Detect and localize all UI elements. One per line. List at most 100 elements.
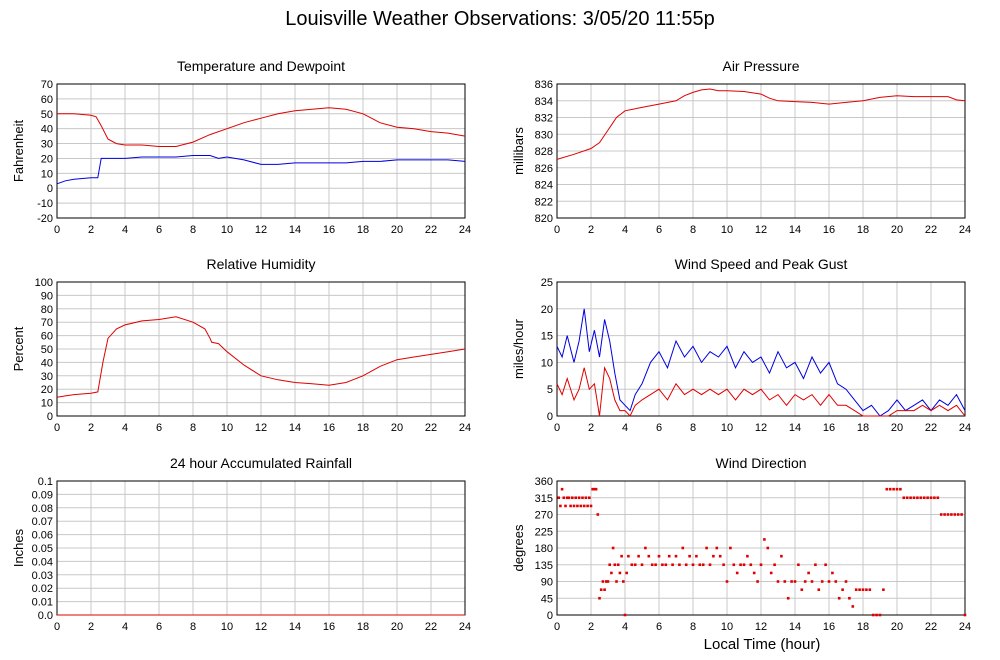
x-tick-label: 14 [789,224,801,236]
data-point [691,563,695,567]
y-tick-label: 25 [541,277,553,289]
data-point [564,504,567,508]
data-point [895,487,899,491]
chart-title: 24 hour Accumulated Rainfall [170,455,352,471]
x-tick-label: 0 [554,224,560,236]
data-point [814,563,817,567]
y-axis-label: miles/hour [511,318,526,379]
x-tick-label: 24 [459,224,471,236]
x-tick-label: 16 [823,422,835,434]
data-point [875,613,878,617]
y-tick-label: 30 [41,139,53,151]
x-tick-label: 4 [122,224,128,236]
data-point [810,580,814,583]
y-tick-label: 824 [535,180,553,192]
data-point [586,504,589,508]
data-point [858,588,861,591]
data-point [579,504,583,508]
data-point [593,487,596,491]
data-point [606,580,610,583]
x-tick-label: 6 [156,422,162,434]
y-tick-label: 60 [41,94,53,106]
data-point [576,504,579,508]
x-tick-label: 16 [323,224,335,236]
y-tick-label: 180 [535,543,553,555]
data-point [953,513,957,516]
data-point [861,588,865,591]
data-point [831,571,834,575]
plot-frame [556,83,966,219]
data-point [594,487,598,491]
data-point [905,496,909,500]
plot-frame [56,83,466,219]
y-tick-label: 90 [541,577,553,589]
data-point [827,580,831,583]
x-tick-label: 2 [88,224,94,236]
chart-pressure: 0 2 4 6 8 10 12 14 16 18 20 22 248208228248268288308… [511,58,971,236]
data-point [610,571,613,575]
data-point [611,546,615,550]
x-tick-label: 20 [891,224,903,236]
x-tick-label: 14 [289,224,301,236]
y-axis-label: millibars [511,127,526,175]
data-point [742,563,746,567]
y-tick-label: 270 [535,510,553,522]
x-tick-label: 16 [323,422,335,434]
series-line-blue [56,155,466,185]
x-tick-label: 20 [391,422,403,434]
x-tick-label: 4 [622,224,628,236]
y-tick-label: 0.01 [32,597,53,609]
y-tick-label: 0.06 [32,530,53,542]
x-tick-label: 14 [289,422,301,434]
data-point [841,588,844,591]
chart-title: Air Pressure [722,58,799,74]
x-tick-label: 12 [755,422,767,434]
data-point [766,546,770,550]
data-point [919,496,923,500]
chart-direction: 0 2 4 6 8 10 12 14 16 18 20 22 240459013518022527031… [511,455,971,633]
x-tick-label: 12 [255,422,267,434]
data-point [596,513,600,516]
y-tick-label: 135 [535,560,553,572]
x-tick-label: 2 [588,422,594,434]
x-tick-label: 16 [323,621,335,633]
x-tick-label: 24 [959,422,971,434]
data-point [615,580,618,583]
data-point [630,563,634,567]
data-point [589,504,593,508]
x-tick-label: 10 [221,621,233,633]
x-tick-label: 6 [156,224,162,236]
data-point [608,563,611,567]
data-point [667,554,671,558]
data-point [695,554,698,558]
data-point [885,487,889,491]
chart-rain: 0 2 4 6 8 10 12 14 16 18 20 22 240.00.010.020.030.04… [11,455,471,633]
data-point [613,563,617,567]
series-line-red [556,88,966,160]
y-tick-label: 0 [547,610,553,622]
x-tick-label: 8 [690,422,696,434]
chart-title: Relative Humidity [207,256,316,272]
data-point [793,580,797,583]
data-point [599,588,603,591]
data-point [616,563,620,567]
data-point [892,487,895,491]
data-point [807,571,810,575]
data-point [581,496,584,500]
data-point [618,571,622,575]
x-tick-label: 12 [255,621,267,633]
y-tick-label: 50 [41,109,53,121]
x-tick-label: 2 [588,224,594,236]
y-axis-label: Fahrenheit [11,120,26,183]
x-tick-label: 22 [925,621,937,633]
x-tick-label: 20 [391,621,403,633]
data-point [708,563,712,567]
y-tick-label: 830 [535,129,553,141]
y-tick-label: 40 [41,124,53,136]
y-tick-label: 0 [47,411,53,423]
y-tick-label: 0.07 [32,516,53,528]
data-point [640,563,644,567]
data-point [560,487,564,491]
y-tick-label: 15 [541,331,553,343]
